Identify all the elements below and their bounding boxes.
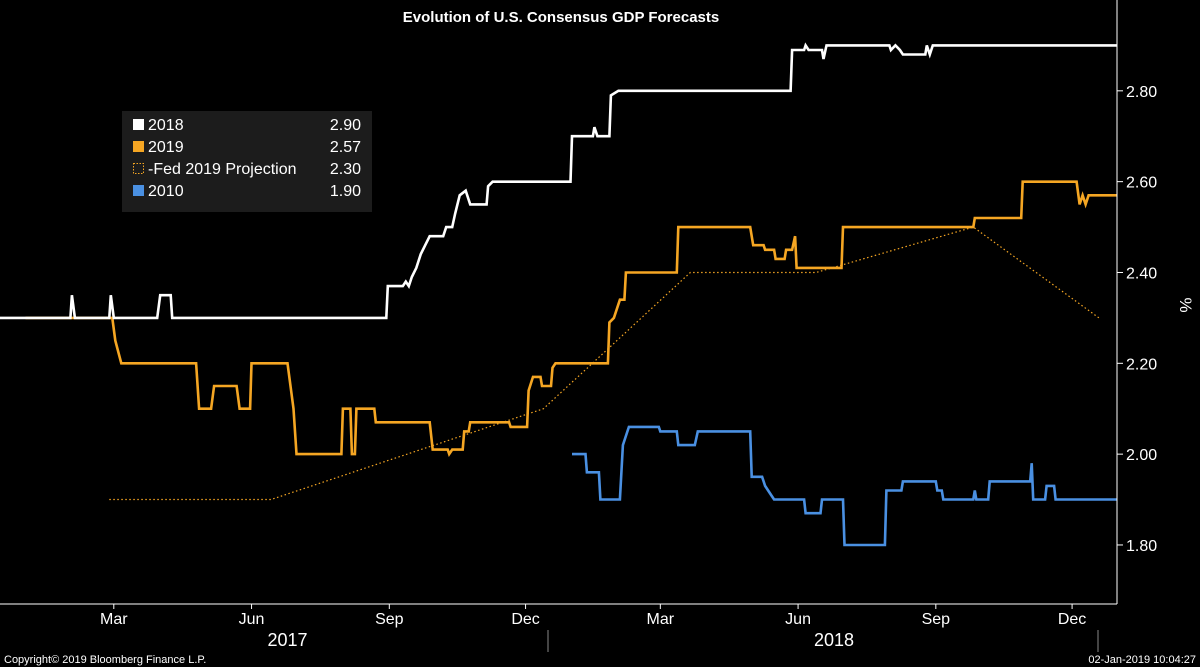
y-tick-label: 2.60 (1126, 175, 1157, 192)
series-line-2019 (25, 180, 1117, 458)
x-tick-label: Sep (375, 611, 404, 628)
y-tick-label: 2.40 (1126, 265, 1157, 282)
legend-label: 2010 (148, 183, 184, 200)
timestamp-text: 02-Jan-2019 10:04:27 (1088, 654, 1196, 666)
series-line-2018 (0, 42, 1117, 320)
y-axis: 1.80 2.00 2.20 2.40 2.60 2.80 % (1116, 0, 1195, 604)
legend-label: 2019 (148, 139, 184, 156)
legend-value: 1.90 (330, 183, 361, 200)
y-tick-label: 1.80 (1126, 538, 1157, 555)
series-line-2010 (572, 425, 1117, 547)
x-tick-label: Dec (511, 611, 539, 628)
legend-value: 2.90 (330, 117, 361, 134)
legend-background (122, 111, 372, 212)
y-axis-label: % (1176, 297, 1195, 312)
x-tick-label: Sep (922, 611, 951, 628)
x-tick-label: Mar (647, 611, 675, 628)
x-tick-label: Mar (100, 611, 128, 628)
x-tick-label: Dec (1058, 611, 1086, 628)
legend-value: 2.57 (330, 139, 361, 156)
y-tick-label: 2.80 (1126, 84, 1157, 101)
x-tick-label: Jun (239, 611, 265, 628)
legend-swatch (133, 163, 144, 174)
legend-swatch (133, 141, 144, 152)
legend-label: -Fed 2019 Projection (148, 161, 297, 178)
x-tick-label: Jun (785, 611, 811, 628)
x-year-label: 2017 (267, 630, 307, 650)
x-year-label: 2018 (814, 630, 854, 650)
chart-title: Evolution of U.S. Consensus GDP Forecast… (403, 9, 719, 26)
series-line-fed-2019-projection (109, 226, 1100, 501)
y-tick-label: 2.00 (1126, 447, 1157, 464)
legend-swatch (133, 185, 144, 196)
legend-label: 2018 (148, 117, 184, 134)
plot-area (0, 42, 1117, 547)
copyright-text: Copyright© 2019 Bloomberg Finance L.P. (4, 654, 206, 666)
legend-swatch (133, 119, 144, 130)
legend-value: 2.30 (330, 161, 361, 178)
x-axis: Mar Jun Sep Dec Mar Jun Sep Dec 2017 2018 (0, 603, 1117, 652)
y-tick-label: 2.20 (1126, 356, 1157, 373)
legend: 2018 2.90 2019 2.57 -Fed 2019 Projection 2.30… (122, 111, 372, 212)
